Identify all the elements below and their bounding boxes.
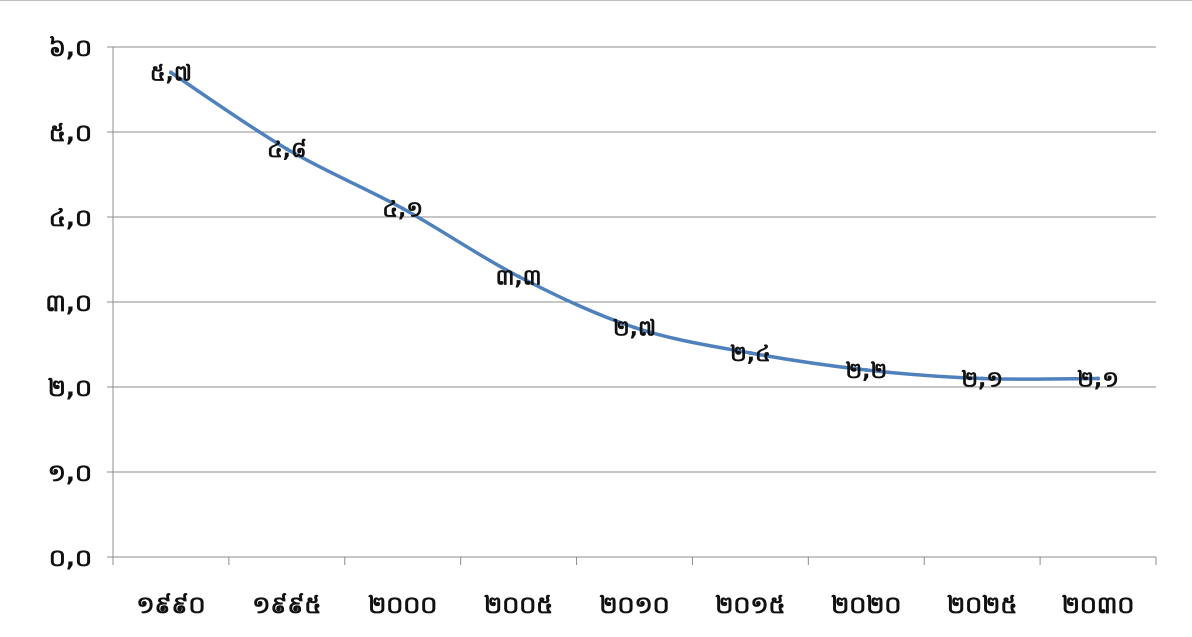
data-point-2 (400, 206, 405, 211)
series-line-0 (169, 70, 1100, 381)
x-tick-label-5: ២០១៥ (715, 591, 785, 619)
x-tick-label-2: ២០០០ (368, 591, 437, 619)
y-tick-label-6: ៦,០ (49, 34, 92, 62)
x-tick-label-6: ២០២០ (831, 591, 901, 619)
x-tick-label-0: ១៩៩០ (136, 591, 205, 619)
x-tick-label-4: ២០១០ (599, 591, 669, 619)
x-tick-label-7: ២០២៥ (947, 591, 1017, 619)
data-label-2: ៤,១ (382, 198, 423, 223)
data-point-1 (284, 147, 289, 151)
data-point-6 (864, 368, 869, 372)
data-label-8: ២,១ (1077, 368, 1119, 393)
x-tick-label-1: ១៩៩៥ (252, 591, 321, 619)
y-tick-label-2: ២,០ (48, 374, 92, 402)
y-tick-label-5: ៥,០ (49, 119, 92, 147)
data-label-6: ២,២ (845, 359, 887, 384)
data-point-5 (748, 351, 753, 355)
data-point-4 (632, 325, 637, 330)
data-label-7: ២,១ (961, 368, 1003, 393)
data-label-3: ៣,៣ (496, 266, 542, 291)
y-tick-label-1: ១,០ (48, 459, 92, 487)
y-tick-label-3: ៣,០ (45, 289, 92, 317)
data-label-1: ៤,៨ (267, 138, 307, 163)
data-point-3 (516, 274, 521, 279)
data-label-4: ២,៧ (613, 317, 656, 342)
x-tick-label-3: ២០០៥ (484, 591, 553, 619)
data-point-8 (1096, 376, 1101, 381)
data-point-0 (168, 70, 173, 75)
y-tick-label-4: ៤,០ (49, 204, 92, 232)
y-tick-label-0: ០,០ (49, 544, 92, 572)
data-point-7 (980, 376, 985, 381)
x-tick-label-8: ២០៣០ (1062, 591, 1135, 619)
data-label-0: ៥,៧ (150, 62, 192, 87)
data-label-5: ២,៤ (730, 342, 771, 367)
